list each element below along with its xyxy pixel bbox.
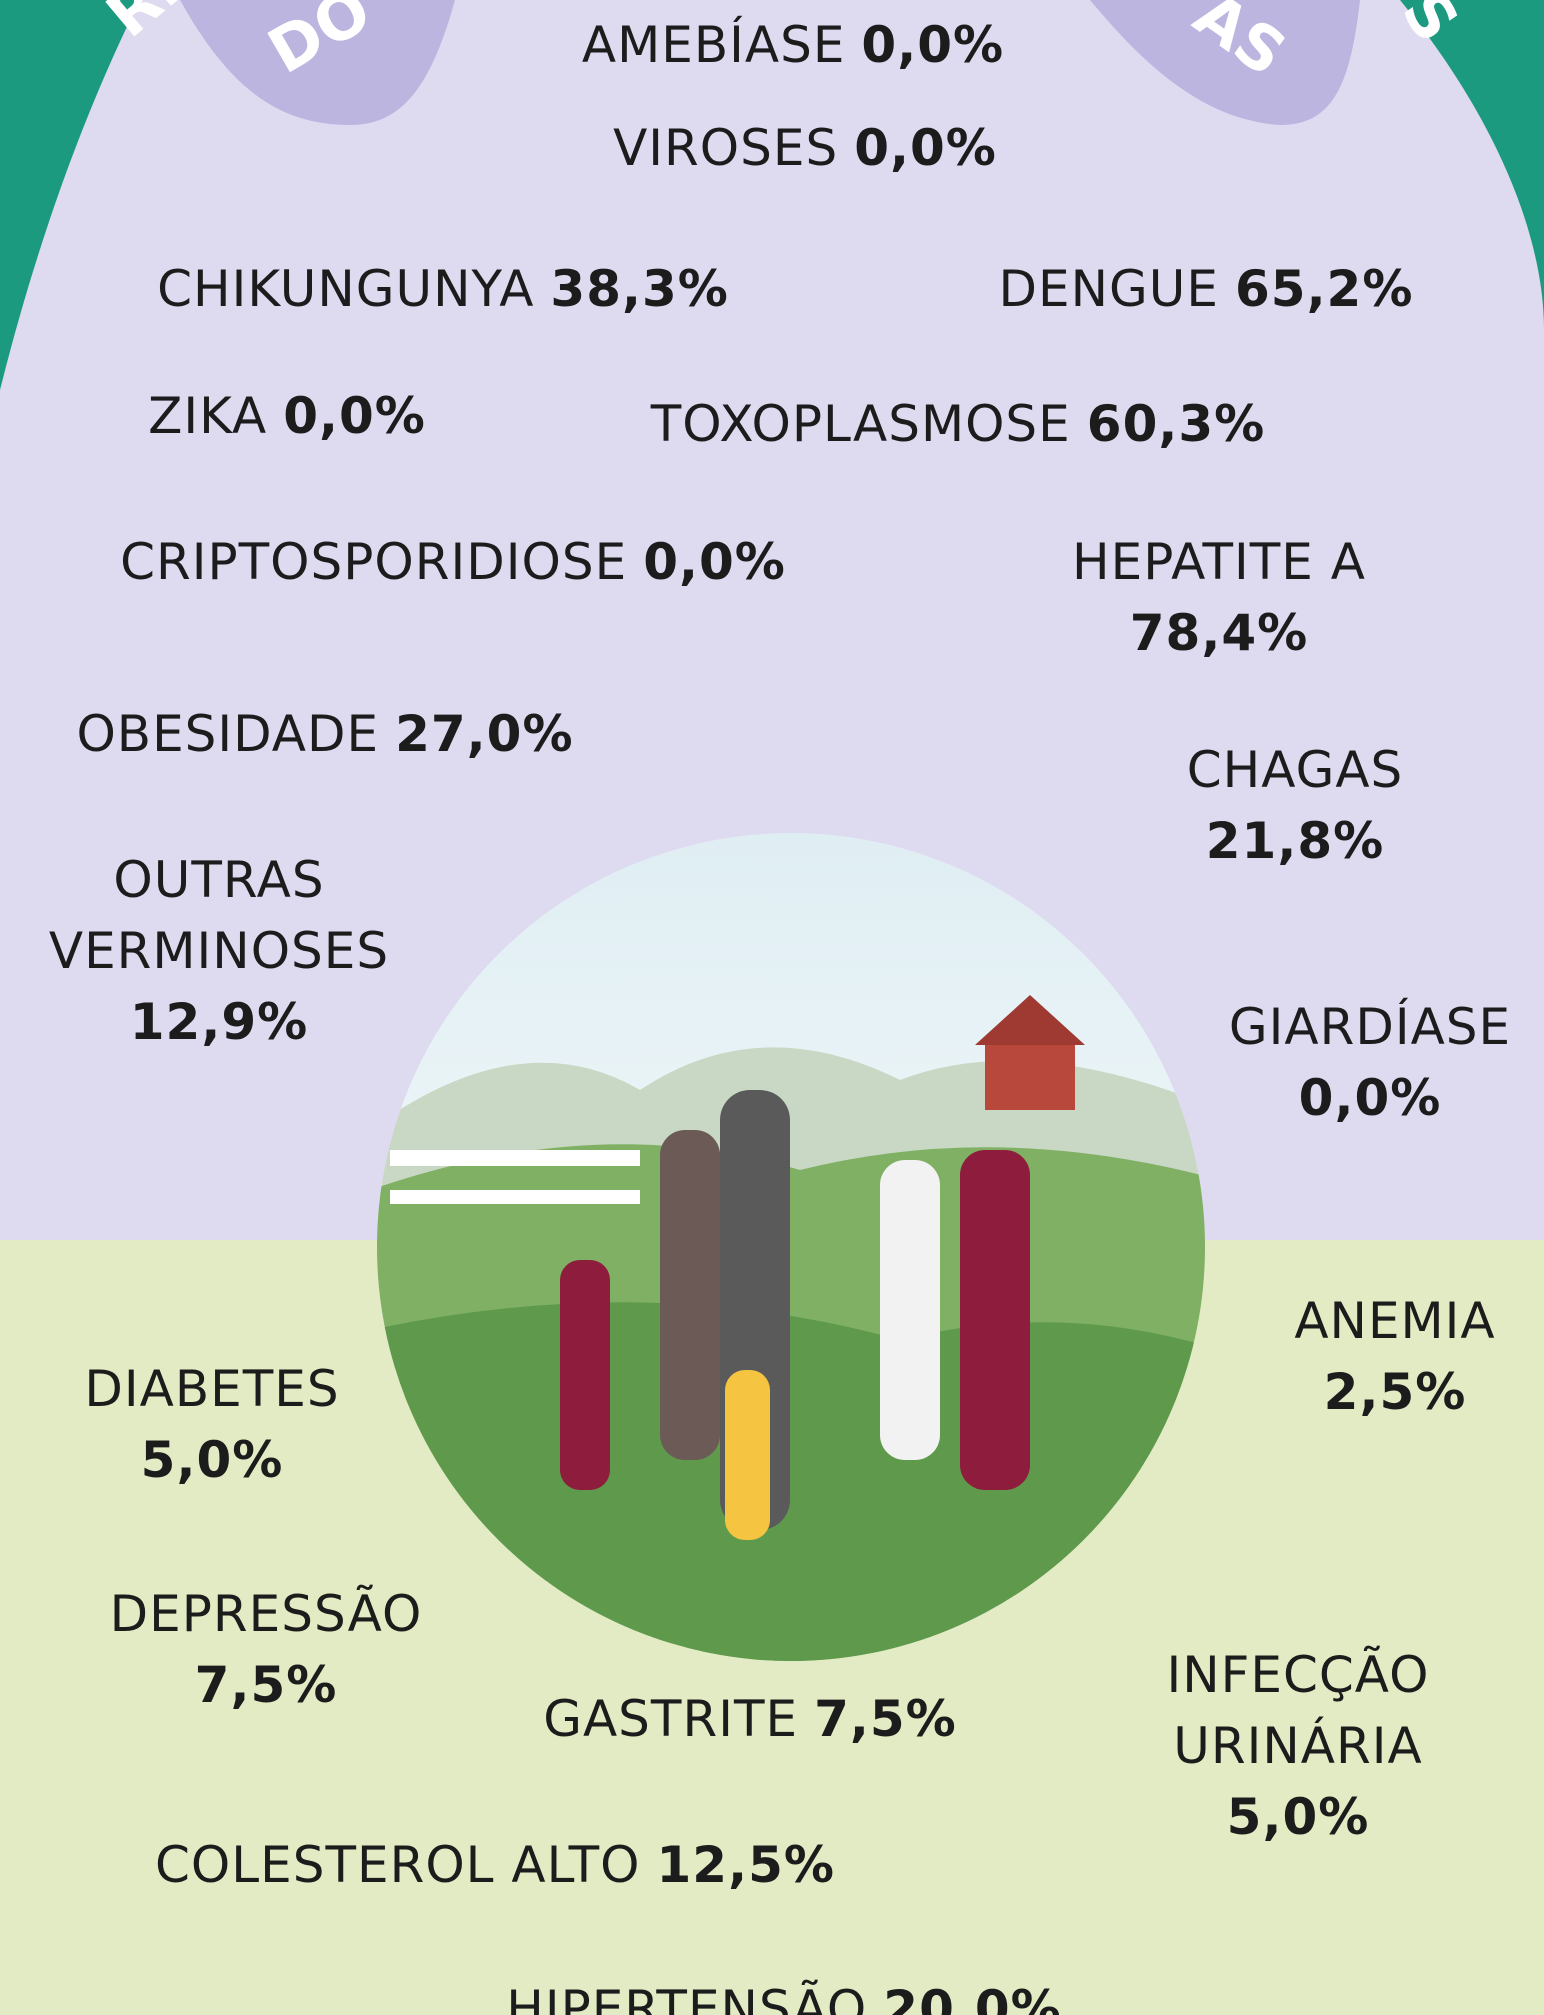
disease-label: HIPERTENSÃO 20,0% (506, 1980, 1062, 2015)
disease-item: GASTRITE 7,5% (543, 1690, 957, 1748)
disease-percent: 0,0% (854, 119, 997, 177)
disease-name: CHAGAS (1187, 741, 1404, 799)
disease-label: DEPRESSÃO (110, 1585, 423, 1643)
disease-name: TOXOPLASMOSE (650, 395, 1071, 453)
disease-percent: 0,0% (1299, 1069, 1442, 1127)
disease-item: HEPATITE A 78,4% (1072, 533, 1366, 662)
disease-item: DIABETES 5,0% (84, 1360, 339, 1489)
disease-name: GIARDÍASE (1229, 997, 1511, 1056)
disease-item: CHIKUNGUNYA 38,3% (157, 260, 729, 318)
disease-name: HIPERTENSÃO (506, 1980, 867, 2015)
disease-item: HIPERTENSÃO 20,0% (506, 1980, 1062, 2015)
disease-label: VERMINOSES (49, 922, 389, 980)
purple-background (0, 0, 1544, 1240)
disease-label: ZIKA 0,0% (148, 387, 426, 445)
disease-name: ZIKA (148, 387, 267, 445)
disease-item: DEPRESSÃO 7,5% (110, 1585, 423, 1714)
disease-item: CRIPTOSPORIDIOSE 0,0% (120, 533, 786, 591)
disease-percent: 5,0% (141, 1431, 284, 1489)
disease-label: VIROSES 0,0% (613, 119, 997, 177)
disease-label: INFECÇÃO (1166, 1646, 1429, 1704)
disease-percent: 21,8% (1206, 812, 1384, 870)
disease-label: OBESIDADE 27,0% (76, 705, 573, 763)
disease-percent: 0,0% (283, 387, 426, 445)
disease-label: TOXOPLASMOSE 60,3% (650, 395, 1266, 453)
disease-name: COLESTEROL ALTO (155, 1836, 641, 1894)
disease-item: ZIKA 0,0% (148, 387, 426, 445)
disease-label: URINÁRIA (1173, 1716, 1422, 1775)
disease-item: ANEMIA 2,5% (1294, 1292, 1495, 1421)
disease-percent: 20,0% (883, 1980, 1061, 2015)
disease-name: DEPRESSÃO (110, 1585, 423, 1643)
disease-name: CRIPTOSPORIDIOSE (120, 533, 627, 591)
disease-item: AMEBÍASE 0,0% (582, 15, 1004, 74)
disease-label: DIABETES (84, 1360, 339, 1418)
disease-name: AMEBÍASE (582, 15, 846, 74)
disease-percent: 65,2% (1235, 260, 1413, 318)
disease-percent: 0,0% (861, 16, 1004, 74)
disease-label: AMEBÍASE 0,0% (582, 15, 1004, 74)
disease-percent: 7,5% (195, 1656, 338, 1714)
disease-item: GIARDÍASE 0,0% (1229, 997, 1511, 1127)
disease-label: DENGUE 65,2% (999, 260, 1414, 318)
disease-percent: 27,0% (395, 705, 573, 763)
disease-label: GIARDÍASE (1229, 997, 1511, 1056)
disease-name: INFECÇÃO (1166, 1646, 1429, 1704)
disease-label: GASTRITE 7,5% (543, 1690, 957, 1748)
items: AMEBÍASE 0,0%VIROSES 0,0%CHIKUNGUNYA 38,3% D… (49, 15, 1511, 2015)
disease-label: OUTRAS (113, 851, 324, 909)
disease-label: CHAGAS (1187, 741, 1404, 799)
arc-ribbon (180, 0, 455, 125)
disease-name: OBESIDADE (76, 705, 379, 763)
disease-label: ANEMIA (1294, 1292, 1495, 1350)
disease-name: VIROSES (613, 119, 838, 177)
disease-name: ANEMIA (1294, 1292, 1495, 1350)
disease-percent: 12,9% (130, 993, 308, 1051)
disease-name: CHIKUNGUNYA (157, 260, 534, 318)
disease-name: HEPATITE A (1072, 533, 1366, 591)
disease-percent: 12,5% (657, 1836, 835, 1894)
disease-percent: 38,3% (550, 260, 728, 318)
disease-label: CRIPTOSPORIDIOSE 0,0% (120, 533, 786, 591)
disease-item: OBESIDADE 27,0% (76, 705, 573, 763)
disease-label: CHIKUNGUNYA 38,3% (157, 260, 729, 318)
disease-name: URINÁRIA (1173, 1716, 1422, 1775)
disease-percent: 78,4% (1130, 604, 1308, 662)
disease-name: DIABETES (84, 1360, 339, 1418)
disease-name: GASTRITE (543, 1690, 798, 1748)
disease-percent: 7,5% (814, 1690, 957, 1748)
arc-ribbon (1090, 0, 1360, 125)
disease-item: VIROSES 0,0% (613, 119, 997, 177)
disease-item: CHAGAS 21,8% (1187, 741, 1404, 870)
disease-label: COLESTEROL ALTO 12,5% (155, 1836, 835, 1894)
disease-item: COLESTEROL ALTO 12,5% (155, 1836, 835, 1894)
disease-name: VERMINOSES (49, 922, 389, 980)
disease-percent: 60,3% (1087, 395, 1265, 453)
disease-label: HEPATITE A (1072, 533, 1366, 591)
disease-name: DENGUE (999, 260, 1219, 318)
disease-percent: 0,0% (643, 533, 786, 591)
disease-item: INFECÇÃO URINÁRIA 5,0% (1166, 1646, 1429, 1846)
disease-item: TOXOPLASMOSE 60,3% (650, 395, 1266, 453)
disease-percent: 2,5% (1324, 1363, 1467, 1421)
disease-percent: 5,0% (1227, 1788, 1370, 1846)
disease-name: OUTRAS (113, 851, 324, 909)
disease-item: DENGUE 65,2% (999, 260, 1414, 318)
disease-item: OUTRAS VERMINOSES 12,9% (49, 851, 389, 1051)
